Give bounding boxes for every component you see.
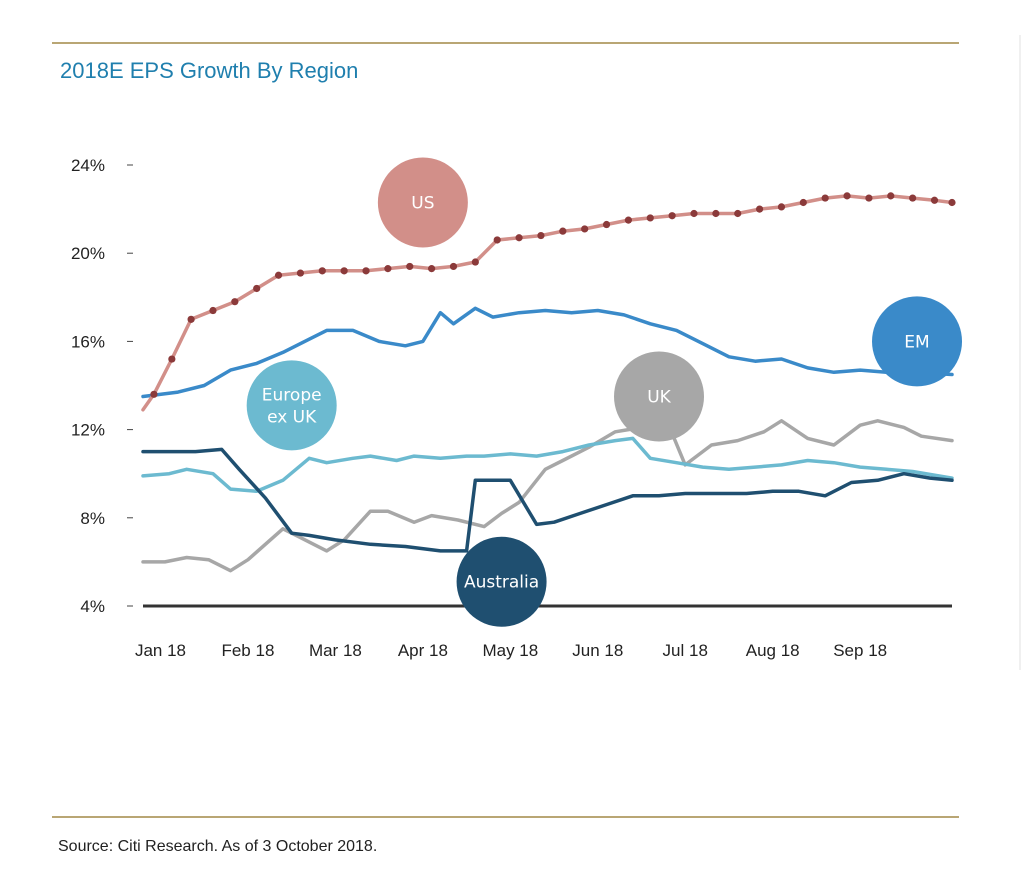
series-lines bbox=[141, 192, 956, 573]
x-tick-label: Apr 18 bbox=[398, 641, 448, 660]
y-tick-label: 20% bbox=[71, 244, 105, 263]
data-point-us bbox=[948, 198, 956, 207]
data-point-us bbox=[930, 196, 939, 204]
bubble-label-europe-ex-uk: ex UK bbox=[267, 407, 317, 427]
x-axis: Jan 18 Feb 18 Mar 18 Apr 18 May 18 Jun 18 Jul … bbox=[135, 641, 887, 660]
bubble-uk bbox=[614, 351, 705, 442]
series-line-australia bbox=[141, 447, 954, 553]
y-tick-label: 4% bbox=[80, 597, 105, 616]
data-point-us bbox=[253, 284, 261, 293]
data-point-us bbox=[318, 267, 326, 275]
source-note: Source: Citi Research. As of 3 October 2… bbox=[58, 838, 378, 855]
data-point-us bbox=[909, 194, 917, 202]
data-point-us bbox=[515, 234, 523, 242]
data-point-us bbox=[799, 198, 807, 207]
x-tick-label: Feb 18 bbox=[221, 641, 274, 660]
y-tick-label: 16% bbox=[71, 332, 105, 351]
chart-title: 2018E EPS Growth By Region bbox=[60, 58, 359, 83]
data-point-us bbox=[843, 192, 851, 200]
bubble-australia bbox=[456, 536, 547, 627]
bubble-label-em: EM bbox=[904, 332, 929, 352]
bubble-label-europe-ex-uk: Europe bbox=[262, 385, 322, 405]
data-point-us bbox=[624, 216, 633, 224]
series-line-uk bbox=[141, 419, 954, 573]
series-line-em bbox=[141, 306, 954, 399]
bubble-label-australia: Australia bbox=[464, 573, 539, 593]
data-point-us bbox=[231, 298, 239, 306]
data-point-us bbox=[755, 205, 764, 213]
data-point-us bbox=[668, 212, 676, 220]
x-tick-label: Sep 18 bbox=[833, 641, 887, 660]
data-point-us bbox=[428, 265, 436, 273]
data-point-us bbox=[712, 209, 720, 218]
data-point-us bbox=[865, 194, 873, 202]
data-point-us bbox=[384, 265, 392, 273]
data-point-us bbox=[362, 267, 370, 275]
data-point-us bbox=[406, 262, 414, 271]
y-tick-label: 12% bbox=[71, 421, 105, 440]
x-tick-label: Aug 18 bbox=[746, 641, 800, 660]
bubble-europe-ex-uk bbox=[246, 360, 337, 451]
series-line-europe-ex-uk bbox=[141, 436, 954, 494]
data-point-us bbox=[274, 271, 283, 279]
bubble-us bbox=[377, 157, 468, 248]
data-point-us bbox=[602, 220, 611, 229]
data-point-us bbox=[821, 194, 829, 202]
data-point-us bbox=[581, 225, 589, 233]
data-point-us bbox=[168, 355, 176, 363]
top-rule bbox=[52, 42, 959, 44]
data-point-us bbox=[559, 227, 567, 235]
x-tick-label: Jan 18 bbox=[135, 641, 186, 660]
y-tick-label: 8% bbox=[80, 509, 105, 528]
bottom-rule bbox=[52, 816, 959, 818]
bubble-label-uk: UK bbox=[647, 388, 671, 408]
x-tick-label: May 18 bbox=[482, 641, 538, 660]
data-point-us bbox=[449, 262, 458, 271]
x-tick-label: Mar 18 bbox=[309, 641, 362, 660]
data-point-us bbox=[209, 306, 217, 315]
data-point-us bbox=[296, 269, 305, 277]
data-point-us bbox=[734, 209, 742, 218]
x-tick-label: Jul 18 bbox=[663, 641, 708, 660]
data-point-us bbox=[471, 258, 479, 266]
data-point-us bbox=[537, 231, 545, 240]
page-edge-line bbox=[1019, 35, 1021, 670]
y-tick-label: 24% bbox=[71, 156, 105, 175]
data-point-us bbox=[777, 203, 786, 211]
bubble-label-us: US bbox=[411, 193, 434, 213]
data-point-us bbox=[493, 236, 501, 244]
data-point-us bbox=[646, 214, 654, 222]
data-point-us bbox=[340, 267, 348, 275]
bubble-em bbox=[872, 296, 963, 387]
data-point-us bbox=[690, 209, 698, 218]
data-point-us bbox=[187, 315, 195, 323]
data-point-us bbox=[887, 192, 895, 200]
y-axis: 24% 20% 16% 12% 8% 4% bbox=[71, 156, 952, 616]
data-point-us bbox=[150, 390, 158, 398]
x-tick-label: Jun 18 bbox=[572, 641, 623, 660]
